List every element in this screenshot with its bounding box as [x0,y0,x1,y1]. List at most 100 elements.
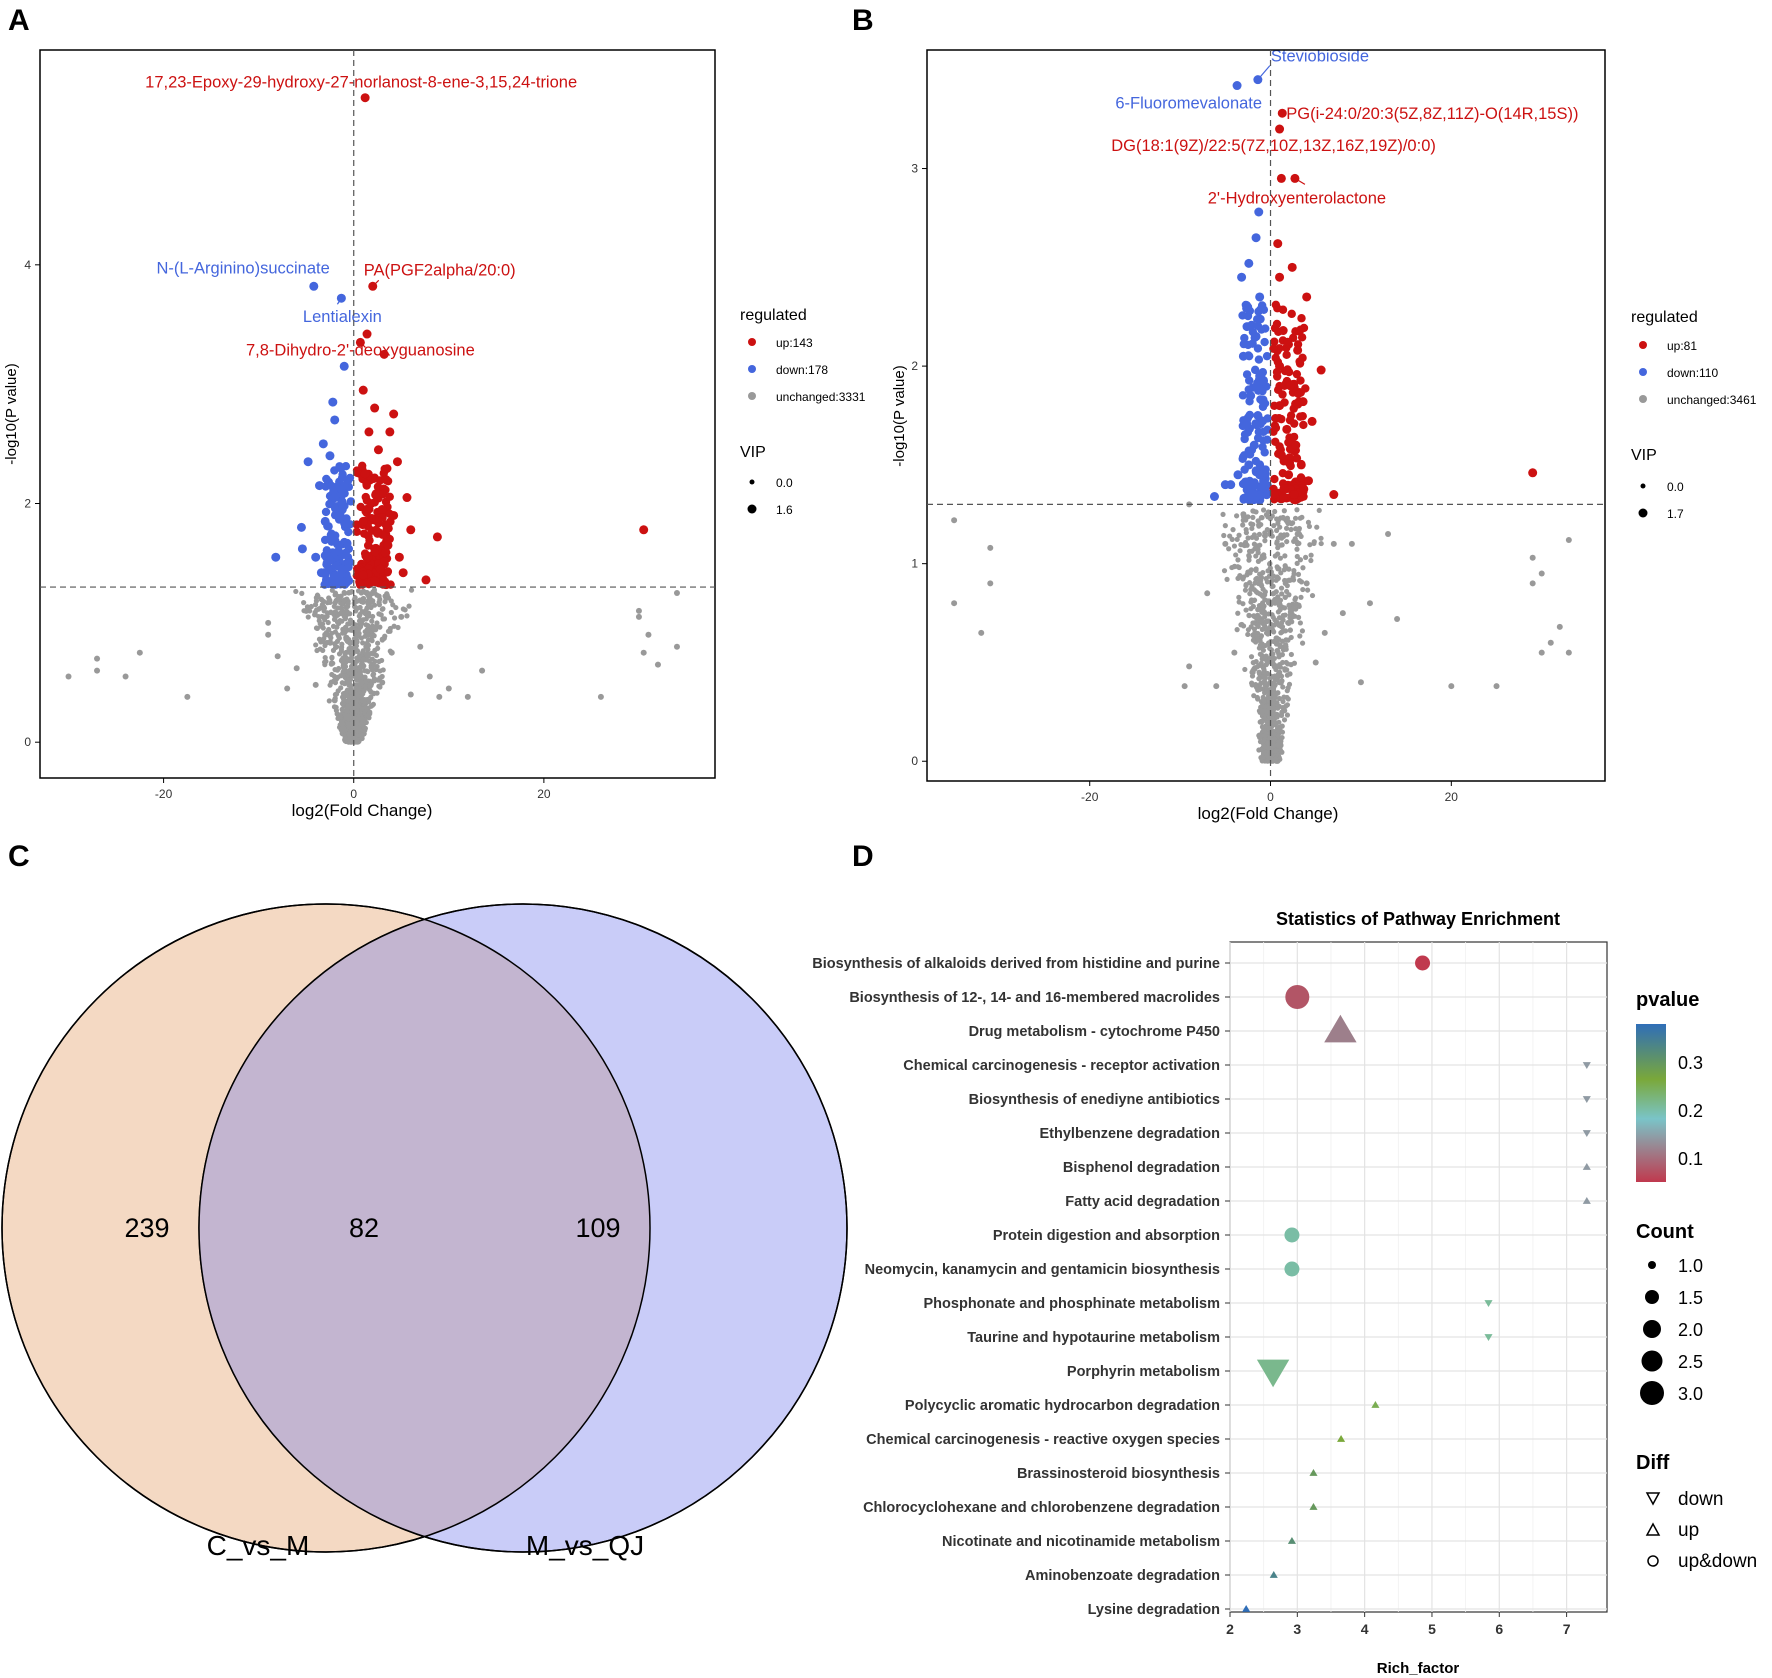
unchanged-point [363,622,369,628]
unchanged-point [1281,717,1288,723]
up-point [402,493,412,503]
unchanged-point [322,655,328,661]
pathway-points-d [1242,955,1591,1612]
unchanged-point [303,607,310,614]
unchanged-point [1296,602,1302,608]
pathway-point-up [1269,1570,1278,1578]
unchanged-point [1291,568,1297,574]
diff-updown-icon [1647,1555,1659,1567]
point-label: PG(i-24:0/20:3(5Z,8Z,11Z)-O(14R,15S)) [1286,105,1578,123]
unchanged-point [1267,734,1273,740]
pathway-label: Lysine degradation [1088,1602,1220,1618]
up-point [1276,173,1286,183]
down-point [334,546,344,556]
pathway-labels-d: Biosynthesis of alkaloids derived from h… [812,956,1220,1618]
unchanged-point [1288,526,1294,533]
unchanged-point [345,600,351,607]
unchanged-point [1236,594,1242,600]
up-point [1275,361,1285,371]
unchanged-point [1250,603,1256,610]
unchanged-point [341,589,347,596]
legend-item-down-b: down:110 [1667,366,1718,380]
unchanged-point [1256,669,1262,675]
unchanged-point [347,720,353,726]
unchanged-point [1261,665,1267,672]
y-tick-label: 0 [24,735,31,749]
unchanged-point [1253,566,1259,572]
unchanged-point [351,724,357,730]
unchanged-point [1271,638,1277,645]
unchanged-point [330,660,336,666]
unchanged-point [1299,628,1306,634]
up-point [1296,473,1306,482]
up-point [1286,461,1295,471]
unchanged-point [1243,607,1249,613]
up-point [1303,476,1313,486]
pathway-label: Ethylbenzene degradation [1040,1126,1220,1142]
pathway-label: Porphyrin metabolism [1067,1364,1220,1380]
unchanged-point [361,710,367,716]
unchanged-point [1262,674,1268,680]
down-point [1246,391,1256,401]
unchanged-point [1294,531,1301,538]
unchanged-point [1251,532,1257,538]
unchanged-point [347,689,354,695]
volcano-plot-a: 17,23-Epoxy-29-hydroxy-27-norlanost-8-en… [3,49,866,820]
label-leader [1257,65,1271,81]
unchanged-point [1253,659,1259,665]
unchanged-point [336,595,343,602]
unchanged-point [1243,583,1249,589]
unchanged-point [673,590,680,597]
unchanged-point [1284,582,1290,589]
unchanged-point [1262,723,1268,729]
unchanged-point [1296,540,1302,547]
down-point [1259,479,1269,488]
unchanged-point [1318,540,1324,547]
up-point [363,552,373,562]
unchanged-point [1247,591,1253,597]
unchanged-point [1294,560,1300,566]
pathway-label: Taurine and hypotaurine metabolism [967,1330,1220,1346]
unchanged-point [1246,554,1252,560]
unchanged-point [376,658,382,665]
up-point [1528,468,1538,478]
unchanged-point [334,638,341,644]
unchanged-point [1249,548,1255,554]
count-tick-4: 3.0 [1678,1384,1703,1404]
up-point [362,479,371,489]
up-point [1269,344,1278,353]
unchanged-point [362,683,368,689]
unchanged-point [374,663,380,670]
unchanged-point [1240,522,1246,528]
up-point [1273,304,1282,313]
unchanged-point [362,668,368,674]
up-point [1296,412,1305,421]
unchanged-point [357,669,364,675]
unchanged-point [1275,705,1281,711]
unchanged-point [1286,681,1293,687]
pathway-enrichment-plot: Statistics of Pathway Enrichment Biosynt… [812,909,1757,1677]
legend-a: regulated up:143 down:178 unchanged:3331… [740,307,866,517]
up-point [1282,350,1291,360]
up-point [381,475,391,485]
unchanged-point [1288,651,1294,658]
unchanged-point [184,693,191,700]
legend-vip-1-b: 1.7 [1667,507,1684,521]
unchanged-point [1279,542,1285,548]
unchanged-point [1297,557,1304,563]
unchanged-point [1295,571,1302,577]
unchanged-point [347,640,353,647]
unchanged-point [1282,553,1288,559]
legend-swatch-up-b [1639,341,1647,349]
unchanged-point [346,733,353,739]
up-point [380,464,389,474]
down-point [1244,460,1254,470]
unchanged-point [398,613,405,620]
down-point [1255,292,1265,302]
unchanged-point [1263,626,1269,632]
unchanged-point [1221,568,1228,574]
unchanged-point [1283,525,1290,531]
unchanged-point [1285,661,1291,667]
unchanged-point [377,675,383,681]
up-point [1307,416,1317,426]
